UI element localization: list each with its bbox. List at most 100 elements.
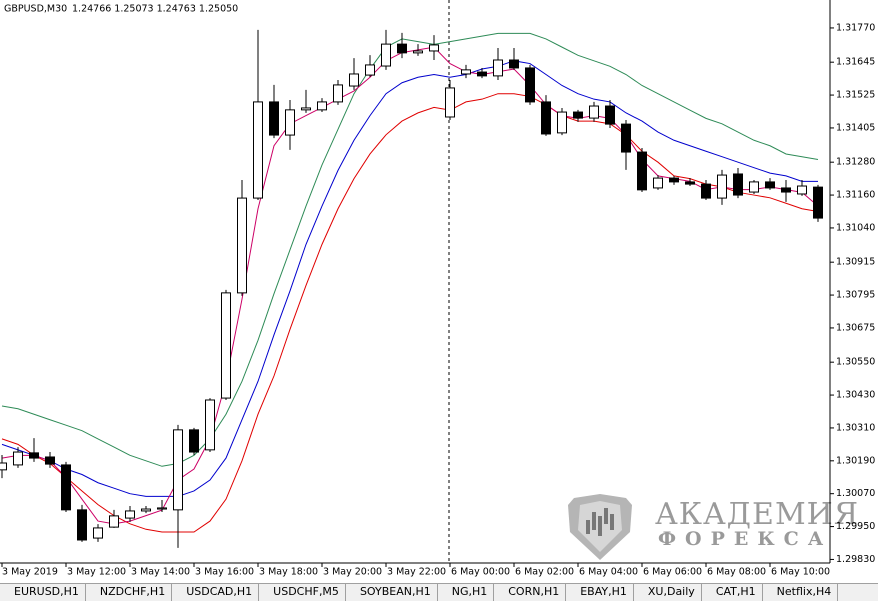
candle-body	[189, 429, 199, 453]
candle-body	[125, 510, 135, 519]
x-tick-label: 3 May 12:00	[67, 567, 126, 578]
candle-body	[269, 101, 279, 136]
candle-body	[637, 151, 647, 191]
y-tick-label: 1.31770	[836, 22, 875, 33]
candle-body	[141, 508, 151, 512]
candle-body	[285, 109, 295, 136]
y-tick-label: 1.30550	[836, 357, 875, 368]
y-tick-label: 1.30795	[836, 290, 875, 301]
overlay-line	[1, 32, 819, 467]
candle-body	[317, 101, 327, 111]
candle-body	[781, 187, 791, 193]
y-tick-label: 1.30310	[836, 422, 875, 433]
candle-body	[749, 181, 759, 193]
symbol-tab[interactable]: USDCAD,H1	[172, 584, 260, 601]
candle-body	[653, 177, 663, 189]
candle-body	[717, 174, 727, 199]
x-tick-label: 3 May 20:00	[323, 567, 382, 578]
symbol-tab[interactable]: EBAY,H1	[566, 584, 634, 601]
candle-body	[685, 181, 695, 185]
candle-body	[365, 64, 375, 76]
x-tick-label: 6 May 08:00	[707, 567, 766, 578]
symbol-tab[interactable]: NZDCHF,H1	[86, 584, 173, 601]
symbol-tab[interactable]: USDCHF,M5	[259, 584, 346, 601]
y-tick-label: 1.30915	[836, 257, 875, 268]
candle-body	[77, 509, 87, 541]
candle-body	[221, 292, 231, 399]
candle-body	[413, 50, 423, 54]
candle-body	[621, 123, 631, 153]
candle-body	[589, 105, 599, 119]
chart-subtitle: 1.24766 1.25073 1.24763 1.25050	[72, 4, 238, 15]
x-tick-label: 6 May 06:00	[643, 567, 702, 578]
chart: АКАДЕМИЯ ФОРЕКСА GBPUSD,M30 1.24766 1.25…	[0, 0, 875, 578]
candle-body	[349, 73, 359, 87]
symbol-tab[interactable]: NG,H1	[438, 584, 495, 601]
candle-body	[157, 507, 167, 510]
overlay-line	[1, 93, 819, 533]
candle-body	[205, 399, 215, 451]
x-tick-label: 3 May 14:00	[131, 567, 190, 578]
candle-body	[477, 71, 487, 77]
x-tick-label: 3 May 18:00	[259, 567, 318, 578]
candle-body	[669, 177, 679, 183]
candle-body	[701, 183, 711, 199]
candle-body	[173, 429, 183, 511]
x-tick-label: 6 May 10:00	[771, 567, 830, 578]
candle-body	[493, 59, 503, 77]
y-tick-label: 1.29830	[836, 554, 875, 565]
candle-body	[445, 87, 455, 118]
chart-title: GBPUSD,M30	[4, 4, 67, 15]
candle-body	[509, 59, 519, 69]
y-tick-label: 1.29950	[836, 521, 875, 532]
candle-body	[573, 111, 583, 119]
watermark-candles	[586, 508, 614, 536]
watermark: АКАДЕМИЯ ФОРЕКСА	[568, 494, 859, 560]
candle-body	[557, 111, 567, 134]
candle-body	[301, 107, 311, 111]
y-tick-label: 1.30430	[836, 390, 875, 401]
x-tick-label: 3 May 2019	[2, 567, 58, 578]
candle-body	[253, 101, 263, 199]
y-tick-label: 1.31280	[836, 157, 875, 168]
y-tick-label: 1.31645	[836, 57, 875, 68]
symbol-tabs: EURUSD,H1 NZDCHF,H1 USDCAD,H1 USDCHF,M5 SOYB…	[0, 583, 878, 601]
watermark-title: АКАДЕМИЯ	[655, 497, 859, 532]
candle-body	[733, 173, 743, 196]
watermark-subtitle: ФОРЕКСА	[658, 528, 832, 550]
y-tick-label: 1.31405	[836, 122, 875, 133]
candle-body	[525, 67, 535, 103]
candle-body	[381, 43, 391, 67]
candle-body	[93, 527, 103, 539]
symbol-tab[interactable]: SOYBEAN,H1	[346, 584, 438, 601]
candle-body	[541, 101, 551, 135]
candle-body	[29, 452, 39, 459]
x-tick-label: 6 May 00:00	[451, 567, 510, 578]
candle-body	[765, 181, 775, 189]
candle-body	[813, 186, 823, 219]
symbol-tab[interactable]: CORN,H1	[494, 584, 567, 601]
symbol-tab[interactable]: XU,Daily	[634, 584, 702, 601]
symbol-tab[interactable]: CAT,H1	[702, 584, 763, 601]
candles	[0, 29, 823, 548]
candle-body	[397, 43, 407, 54]
candle-body	[109, 515, 119, 528]
symbol-tab[interactable]: EURUSD,H1	[0, 584, 86, 601]
x-tick-label: 3 May 22:00	[387, 567, 446, 578]
candle-body	[333, 84, 343, 103]
candle-body	[0, 462, 7, 471]
candle-body	[45, 456, 55, 465]
overlay-line	[1, 60, 818, 497]
candle-body	[797, 185, 807, 195]
candle-body	[61, 464, 71, 511]
overlay-lines	[1, 32, 819, 533]
candle-body	[461, 69, 471, 75]
y-tick-label: 1.30675	[836, 322, 875, 333]
candle-body	[13, 451, 23, 466]
candle-body	[429, 44, 439, 52]
symbol-tab[interactable]: Netflix,H4	[763, 584, 839, 601]
y-tick-label: 1.30190	[836, 455, 875, 466]
y-tick-label: 1.31040	[836, 222, 875, 233]
x-tick-label: 6 May 04:00	[579, 567, 638, 578]
